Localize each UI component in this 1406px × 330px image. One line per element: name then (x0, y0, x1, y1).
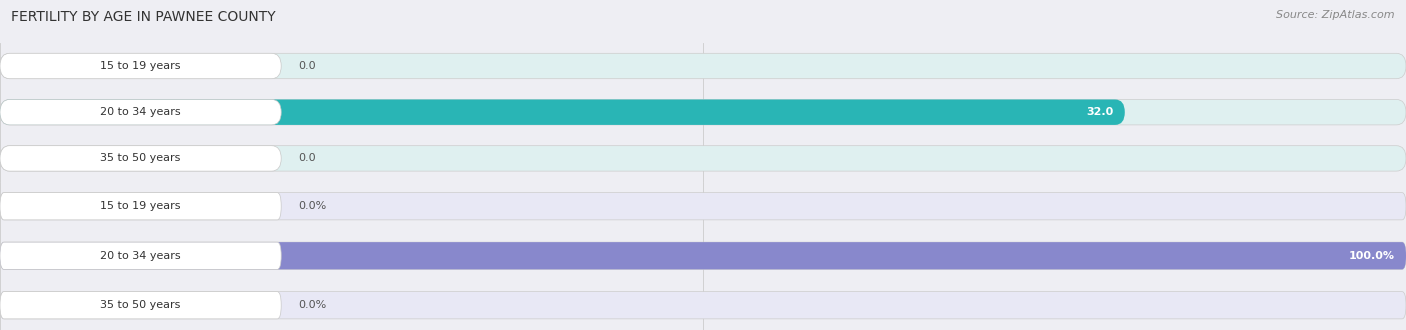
Text: Source: ZipAtlas.com: Source: ZipAtlas.com (1277, 10, 1395, 20)
Text: FERTILITY BY AGE IN PAWNEE COUNTY: FERTILITY BY AGE IN PAWNEE COUNTY (11, 10, 276, 24)
Text: 35 to 50 years: 35 to 50 years (100, 300, 181, 310)
FancyBboxPatch shape (0, 242, 1406, 269)
FancyBboxPatch shape (0, 292, 1406, 319)
FancyBboxPatch shape (0, 242, 281, 269)
FancyBboxPatch shape (0, 100, 1125, 125)
Text: 0.0: 0.0 (298, 153, 316, 163)
FancyBboxPatch shape (0, 53, 1406, 79)
FancyBboxPatch shape (0, 53, 281, 79)
FancyBboxPatch shape (0, 292, 281, 319)
FancyBboxPatch shape (0, 146, 281, 171)
FancyBboxPatch shape (0, 100, 281, 125)
Text: 15 to 19 years: 15 to 19 years (100, 61, 181, 71)
FancyBboxPatch shape (0, 193, 1406, 220)
Text: 100.0%: 100.0% (1348, 251, 1395, 261)
Text: 15 to 19 years: 15 to 19 years (100, 201, 181, 211)
Text: 0.0: 0.0 (298, 61, 316, 71)
FancyBboxPatch shape (0, 100, 1406, 125)
FancyBboxPatch shape (0, 146, 1406, 171)
Text: 0.0%: 0.0% (298, 201, 326, 211)
Text: 35 to 50 years: 35 to 50 years (100, 153, 181, 163)
Text: 20 to 34 years: 20 to 34 years (100, 251, 181, 261)
FancyBboxPatch shape (0, 193, 281, 220)
Text: 0.0%: 0.0% (298, 300, 326, 310)
FancyBboxPatch shape (0, 242, 1406, 269)
Text: 32.0: 32.0 (1087, 107, 1114, 117)
Text: 20 to 34 years: 20 to 34 years (100, 107, 181, 117)
